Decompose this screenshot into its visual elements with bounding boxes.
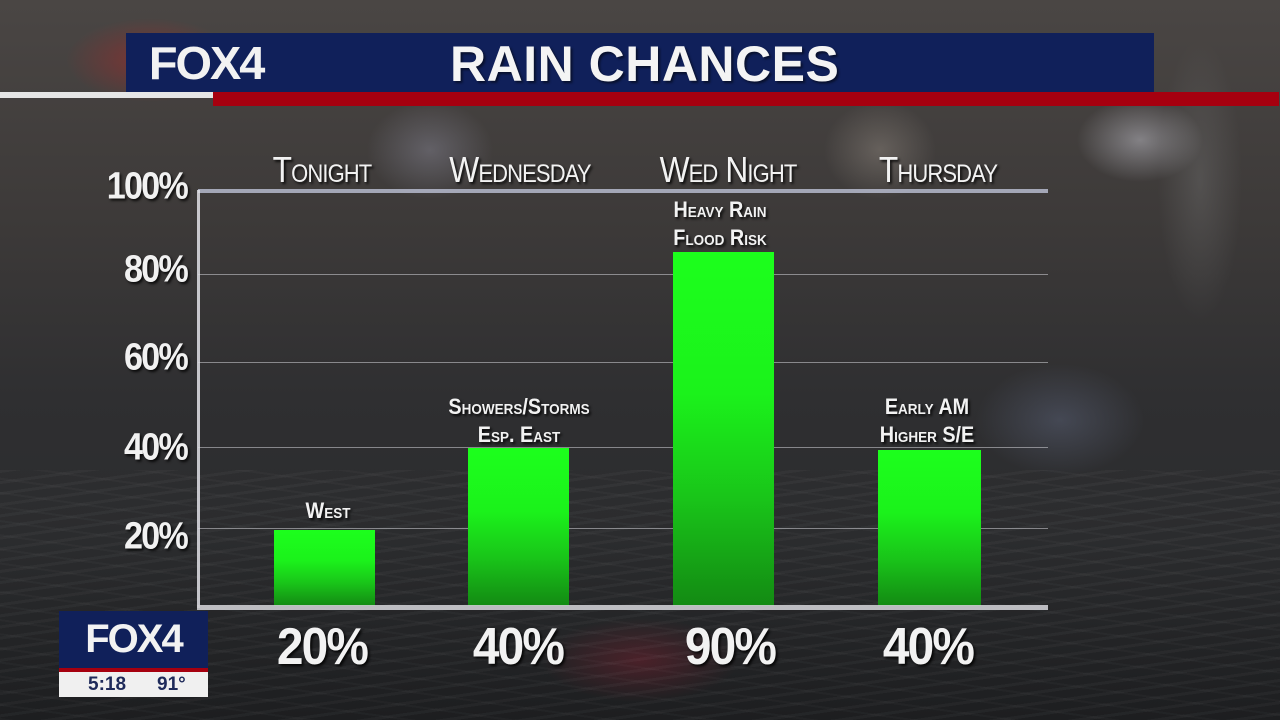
station-bug: FOX4 5:18 91°: [59, 611, 208, 697]
note-line-2: Higher S/E: [879, 422, 975, 447]
gridline-80: [198, 274, 1048, 275]
note-line: West: [305, 498, 351, 523]
y-tick-40: 40%: [123, 426, 189, 469]
note-line-2: Flood Risk: [673, 225, 767, 250]
bar-note-wednesday: Showers/Storms Esp. East: [402, 393, 636, 449]
bar-note-wed-night: Heavy Rain Flood Risk: [603, 196, 837, 252]
gridline-40: [198, 447, 1048, 448]
note-line-1: Early AM: [884, 394, 970, 419]
value-label-thursday: 40%: [882, 618, 975, 676]
bar-wed-night: [673, 252, 774, 606]
note-line-1: Showers/Storms: [448, 394, 590, 419]
period-label-wednesday: Wednesday: [449, 149, 591, 190]
y-axis-line: [197, 190, 200, 608]
value-label-wednesday: 40%: [472, 618, 565, 676]
page-title: RAIN CHANCES: [450, 36, 840, 92]
y-tick-60: 60%: [123, 336, 189, 379]
period-label-wed-night: Wed Night: [659, 149, 798, 190]
station-bug-temperature: 91°: [157, 674, 186, 695]
bar-thursday: [878, 450, 981, 606]
station-bug-background: [59, 611, 208, 668]
note-line-1: Heavy Rain: [673, 197, 767, 222]
station-bug-time: 5:18: [88, 674, 127, 695]
y-tick-100: 100%: [106, 165, 189, 208]
header-red-rule: [213, 92, 1279, 106]
bar-note-thursday: Early AM Higher S/E: [810, 393, 1044, 449]
station-bug-logo: FOX4: [85, 617, 183, 661]
value-label-tonight: 20%: [276, 618, 369, 676]
y-tick-80: 80%: [123, 248, 189, 291]
fox4-logo: FOX4: [148, 37, 265, 89]
gridline-60: [198, 362, 1048, 363]
bar-note-tonight: West: [211, 497, 445, 525]
header-banner: [126, 33, 1154, 92]
station-bug-info-bar: [59, 672, 208, 697]
period-label-thursday: Thursday: [878, 149, 998, 190]
header-white-rule: [0, 92, 213, 98]
y-tick-20: 20%: [123, 515, 189, 558]
bar-wednesday: [468, 448, 569, 606]
bar-tonight: [274, 530, 375, 606]
value-label-wed-night: 90%: [684, 618, 777, 676]
gridline-20: [198, 528, 1048, 529]
note-line-2: Esp. East: [477, 422, 561, 447]
period-label-tonight: Tonight: [272, 149, 373, 190]
station-bug-red-stripe: [59, 668, 208, 672]
gridline-100: [198, 189, 1048, 193]
x-axis-line: [197, 605, 1048, 610]
